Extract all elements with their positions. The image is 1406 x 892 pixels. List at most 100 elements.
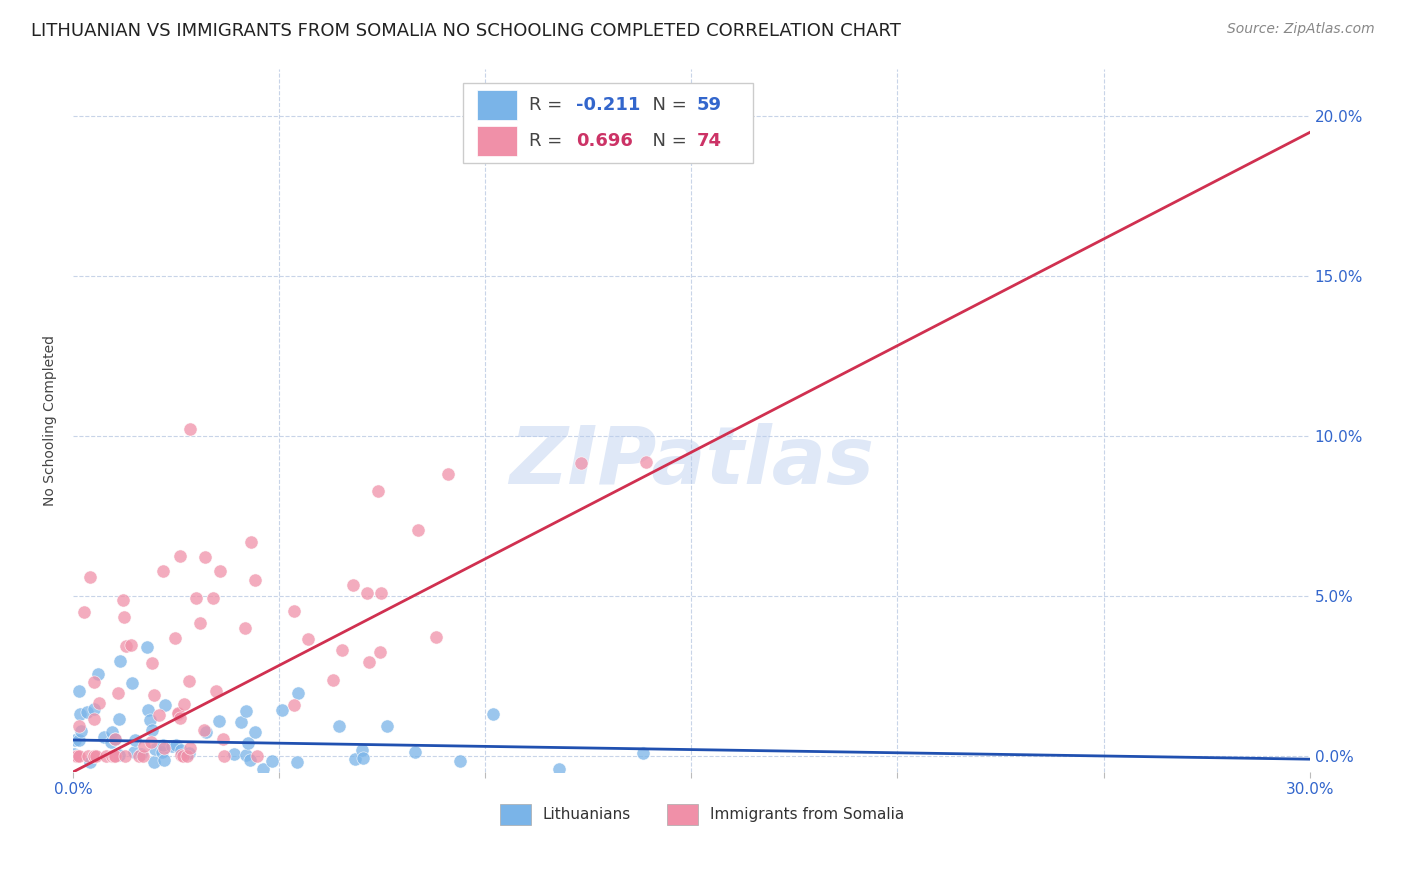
Point xyxy=(233,621,256,635)
Text: LITHUANIAN VS IMMIGRANTS FROM SOMALIA NO SCHOOLING COMPLETED CORRELATION CHART: LITHUANIAN VS IMMIGRANTS FROM SOMALIA NO… xyxy=(31,22,901,40)
Point xyxy=(169,711,191,725)
Point xyxy=(285,755,308,769)
Point xyxy=(322,673,344,687)
Point xyxy=(100,735,122,749)
Point xyxy=(235,705,257,719)
Point xyxy=(163,632,186,646)
Point xyxy=(205,683,228,698)
Point xyxy=(246,749,269,764)
Point xyxy=(69,707,91,722)
Point xyxy=(548,762,571,776)
Point xyxy=(114,639,136,653)
Bar xyxy=(666,804,697,825)
Point xyxy=(356,585,378,599)
Point xyxy=(352,743,374,757)
Point xyxy=(571,456,593,470)
Text: Lithuanians: Lithuanians xyxy=(543,806,631,822)
Point xyxy=(131,747,153,762)
Point xyxy=(83,713,105,727)
Point xyxy=(101,725,124,739)
Point xyxy=(112,610,135,624)
Point xyxy=(153,698,176,713)
Point xyxy=(108,747,131,762)
Point xyxy=(110,654,132,668)
Point xyxy=(143,742,166,756)
Point xyxy=(83,749,105,764)
Point xyxy=(67,749,90,764)
Point xyxy=(179,422,201,436)
Point xyxy=(370,585,392,599)
Point xyxy=(229,715,252,730)
Point xyxy=(177,674,200,689)
Point xyxy=(83,701,105,715)
Point xyxy=(404,745,426,759)
Point xyxy=(150,745,173,759)
Point xyxy=(67,733,90,747)
Point xyxy=(352,751,374,765)
Point xyxy=(179,740,201,755)
Text: 59: 59 xyxy=(696,96,721,114)
Point xyxy=(122,745,145,759)
Point xyxy=(152,564,174,578)
Point xyxy=(176,749,198,764)
Point xyxy=(283,604,305,618)
Point xyxy=(631,746,654,760)
Point xyxy=(153,741,176,756)
Point xyxy=(67,684,90,698)
Point xyxy=(436,467,458,481)
Point xyxy=(104,731,127,746)
Point xyxy=(328,719,350,733)
Text: N =: N = xyxy=(641,96,692,114)
Point xyxy=(238,736,260,750)
Point xyxy=(148,708,170,723)
Point xyxy=(65,749,87,764)
FancyBboxPatch shape xyxy=(463,83,754,163)
Point xyxy=(193,723,215,737)
Text: N =: N = xyxy=(641,132,692,150)
Point xyxy=(243,574,266,588)
Point xyxy=(120,638,142,652)
Point xyxy=(67,719,90,733)
Point xyxy=(262,754,284,768)
Text: Source: ZipAtlas.com: Source: ZipAtlas.com xyxy=(1227,22,1375,37)
Point xyxy=(79,756,101,770)
Point xyxy=(208,714,231,728)
Point xyxy=(167,706,190,721)
Point xyxy=(63,747,86,761)
Point xyxy=(201,591,224,605)
Bar xyxy=(478,126,517,155)
Point xyxy=(141,723,163,738)
Point xyxy=(83,675,105,690)
Text: Immigrants from Somalia: Immigrants from Somalia xyxy=(710,806,904,822)
Point xyxy=(482,707,505,722)
Point xyxy=(283,698,305,713)
Point xyxy=(112,592,135,607)
Point xyxy=(212,749,235,764)
Point xyxy=(93,730,115,744)
Point xyxy=(297,632,319,647)
Point xyxy=(143,688,166,702)
Point xyxy=(83,749,105,764)
Point xyxy=(287,686,309,700)
Bar xyxy=(478,90,517,120)
Point xyxy=(188,616,211,631)
Point xyxy=(195,725,218,739)
Point xyxy=(330,643,353,657)
Point xyxy=(104,749,127,764)
Point xyxy=(79,569,101,583)
Point xyxy=(141,657,163,671)
Point xyxy=(128,749,150,764)
Point xyxy=(344,751,367,765)
Point xyxy=(153,753,176,767)
Text: ZIPatlas: ZIPatlas xyxy=(509,424,875,501)
Point xyxy=(239,753,262,767)
Point xyxy=(121,676,143,690)
Point xyxy=(108,712,131,726)
Point xyxy=(86,749,108,764)
Point xyxy=(135,640,157,654)
Point xyxy=(170,742,193,756)
Point xyxy=(194,550,217,565)
Text: R =: R = xyxy=(530,132,568,150)
Point xyxy=(139,735,162,749)
Point xyxy=(449,754,471,768)
